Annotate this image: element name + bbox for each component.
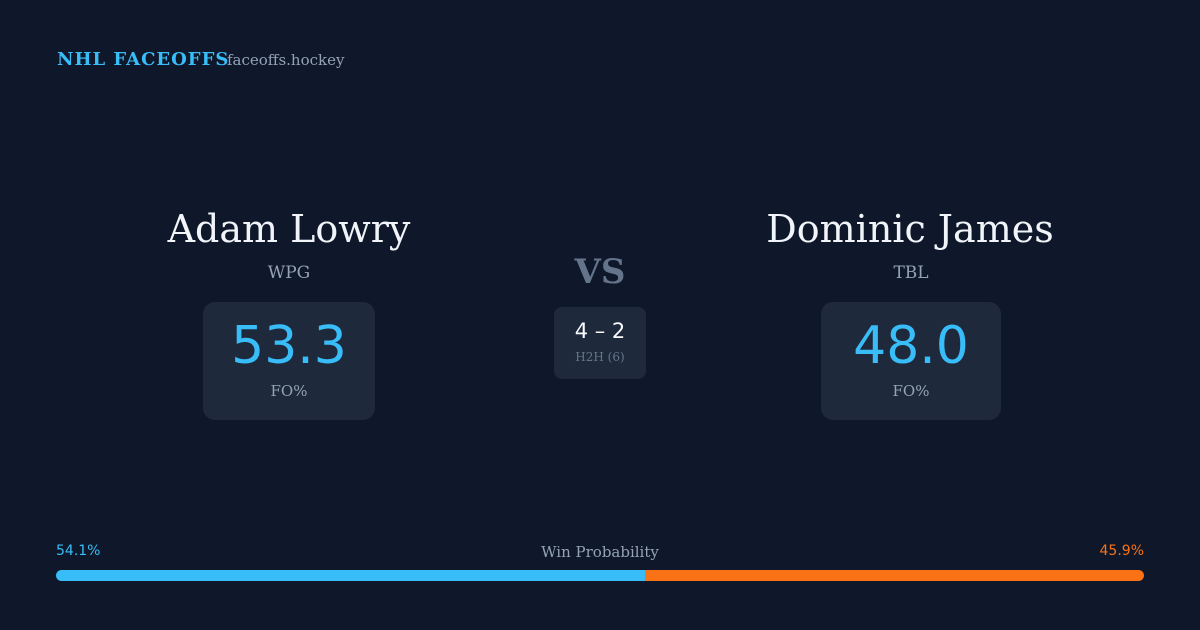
probability-title: Win Probability: [541, 543, 659, 561]
team: WPG: [267, 263, 311, 283]
versus: VS: [574, 252, 626, 292]
stat-value: 53.3: [231, 316, 347, 376]
team: TBL: [893, 263, 929, 283]
h2h-score: 4 – 2: [574, 319, 626, 343]
stat-value: 48.0: [853, 316, 969, 376]
stat-label: FO%: [892, 382, 930, 400]
header-title: NHL FACEOFFS: [57, 49, 230, 70]
site-name: faceoffs.hockey: [227, 51, 345, 69]
probability-bar: [56, 570, 1144, 581]
h2h-card: 4 – 2 H2H (6): [554, 307, 646, 379]
h2h-caption: H2H (6): [575, 350, 625, 364]
probability-segment: [644, 570, 1144, 581]
player-name: Adam Lowry: [167, 207, 411, 251]
stat-card: 53.3 FO%: [203, 302, 375, 420]
probability-segment: [56, 570, 645, 581]
stat-card: 48.0 FO%: [821, 302, 1001, 420]
player-name: Dominic James: [766, 207, 1054, 251]
home-probability: 54.1%: [56, 543, 101, 559]
stat-label: FO%: [270, 382, 308, 400]
away-probability: 45.9%: [1099, 543, 1144, 559]
